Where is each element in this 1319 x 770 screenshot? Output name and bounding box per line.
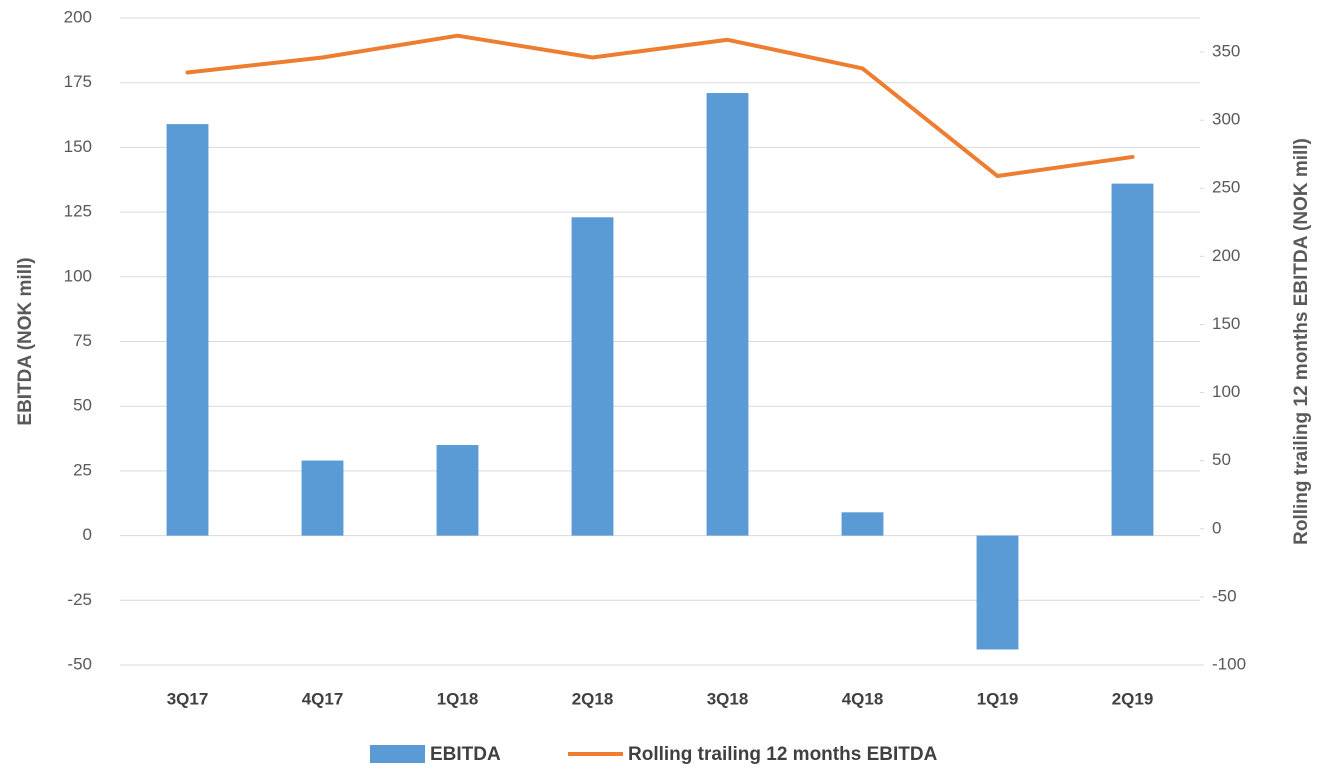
y2-tick-label: 150	[1212, 314, 1240, 333]
x-tick-label: 4Q17	[302, 689, 344, 708]
y-tick-label: -25	[67, 590, 92, 609]
legend-label: Rolling trailing 12 months EBITDA	[628, 744, 938, 765]
y2-tick-label: 350	[1212, 42, 1240, 61]
y2-tick-label: 0	[1212, 518, 1221, 537]
legend-swatch	[370, 745, 425, 763]
y-tick-label: 50	[73, 396, 92, 415]
y-tick-label: 175	[64, 72, 92, 91]
bar	[706, 93, 749, 536]
bar	[976, 535, 1019, 650]
x-tick-label: 2Q19	[1112, 689, 1154, 708]
x-tick-label: 1Q19	[977, 689, 1019, 708]
y2-tick-label: 200	[1212, 246, 1240, 265]
y2-tick-label: 100	[1212, 382, 1240, 401]
y-axis-label: EBITDA (NOK mill)	[15, 257, 36, 425]
y-tick-label: 0	[83, 525, 92, 544]
y-tick-label: 150	[64, 137, 92, 156]
y2-tick-label: -50	[1212, 586, 1237, 605]
y2-tick-label: 300	[1212, 110, 1240, 129]
x-tick-label: 2Q18	[572, 689, 614, 708]
y2-axis-label: Rolling trailing 12 months EBITDA (NOK m…	[1291, 138, 1312, 545]
x-tick-label: 3Q18	[707, 689, 749, 708]
y-tick-label: 75	[73, 331, 92, 350]
line	[185, 33, 1135, 179]
bar	[301, 460, 344, 536]
legend-label: EBITDA	[430, 744, 501, 765]
y-tick-label: 125	[64, 202, 92, 221]
x-tick-label: 4Q18	[842, 689, 884, 708]
y-tick-label: 100	[64, 266, 92, 285]
y-tick-label: 25	[73, 460, 92, 479]
y-tick-label: -50	[67, 654, 92, 673]
bar	[436, 445, 479, 536]
y-tick-label: 200	[64, 7, 92, 26]
bar	[166, 124, 209, 536]
y2-tick-label: 250	[1212, 178, 1240, 197]
x-tick-label: 1Q18	[437, 689, 479, 708]
bar	[841, 512, 884, 536]
y2-tick-label: 50	[1212, 450, 1231, 469]
y2-tick-label: -100	[1212, 654, 1246, 673]
bar	[571, 217, 614, 536]
bar	[1111, 183, 1154, 536]
x-tick-label: 3Q17	[167, 689, 209, 708]
